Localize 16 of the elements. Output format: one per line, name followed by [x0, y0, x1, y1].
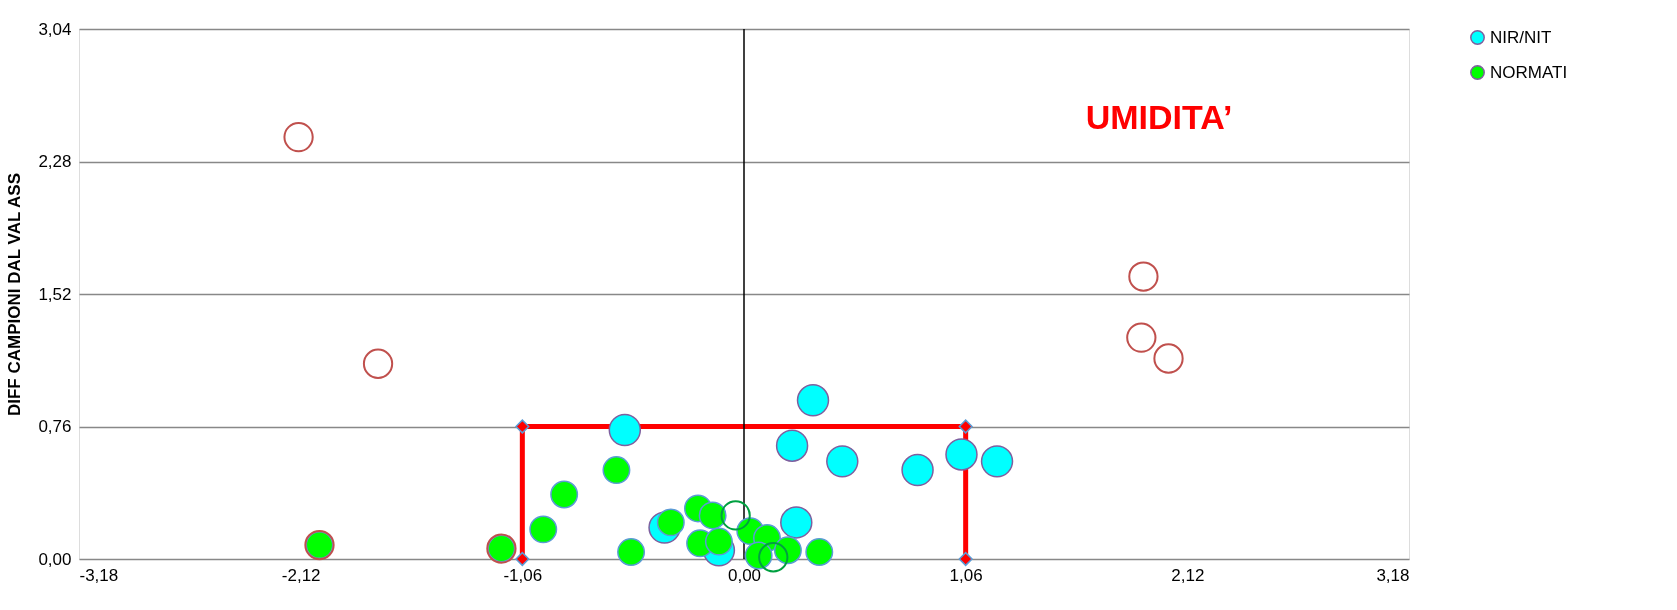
- x-tick-label: -3,18: [79, 565, 119, 585]
- x-tick-label: 2,12: [1171, 565, 1205, 585]
- y-axis-title: DIFF CAMPIONI DAL VAL ASS: [5, 172, 25, 417]
- x-tick-label: 0,00: [727, 565, 762, 585]
- y-tick-label: 0,76: [38, 417, 72, 436]
- x-tick-label: 1,06: [949, 565, 983, 585]
- x-tick-label: 3,18: [1376, 565, 1410, 585]
- y-tick-label: 1,52: [38, 284, 72, 304]
- x-tick-label: -1,06: [503, 565, 543, 585]
- legend-label: NORMATI: [1490, 62, 1568, 82]
- y-tick-label: 0,00: [38, 549, 72, 569]
- y-tick-label: 3,04: [38, 19, 72, 39]
- annotation: UMIDITA’: [1085, 98, 1233, 136]
- y-tick-label: 2,28: [38, 152, 72, 171]
- x-tick-label: -2,12: [281, 565, 321, 585]
- legend-label: NIR/NIT: [1490, 27, 1552, 47]
